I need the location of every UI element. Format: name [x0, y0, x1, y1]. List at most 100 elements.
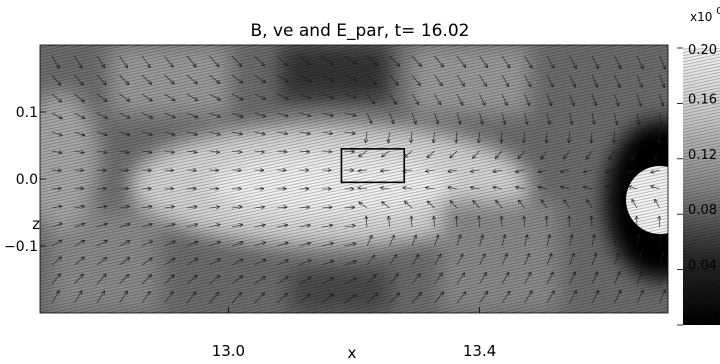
velocity-arrow: [659, 93, 665, 107]
velocity-arrow: [544, 215, 549, 228]
velocity-arrow: [141, 204, 153, 209]
velocity-arrow: [636, 112, 641, 125]
velocity-arrow: [411, 273, 421, 285]
velocity-arrow: [299, 74, 312, 83]
velocity-arrow: [344, 223, 356, 228]
velocity-arrow: [74, 150, 85, 155]
velocity-arrow: [141, 257, 153, 266]
velocity-arrow: [456, 55, 467, 68]
velocity-arrow: [456, 234, 462, 247]
velocity-arrow: [569, 234, 574, 247]
velocity-arrow: [659, 234, 664, 247]
velocity-arrow: [321, 293, 334, 304]
velocity-arrow: [636, 252, 642, 266]
colorbar-tick-label: 0.00: [688, 312, 717, 327]
velocity-arrow: [321, 131, 334, 136]
velocity-arrow: [96, 112, 108, 119]
velocity-arrow: [51, 74, 62, 86]
velocity-arrow: [501, 93, 508, 106]
velocity-arrow: [186, 74, 198, 85]
velocity-arrow: [276, 259, 289, 266]
velocity-arrow: [479, 93, 486, 106]
velocity-arrow: [569, 252, 575, 266]
velocity-arrow: [119, 290, 128, 304]
velocity-arrow: [321, 112, 334, 118]
velocity-arrow: [321, 93, 335, 100]
velocity-arrow: [608, 150, 615, 160]
velocity-arrow: [614, 289, 622, 304]
velocity-arrow: [411, 74, 421, 86]
velocity-arrow: [74, 55, 83, 69]
velocity-arrow: [389, 74, 399, 86]
velocity-arrow: [364, 131, 369, 144]
velocity-arrow: [434, 74, 443, 87]
velocity-arrow: [521, 131, 526, 144]
velocity-arrow: [74, 273, 84, 285]
velocity-arrow: [74, 222, 86, 228]
velocity-arrow: [344, 149, 355, 154]
velocity-arrow: [470, 169, 480, 174]
velocity-arrow: [379, 186, 390, 191]
velocity-arrow: [434, 112, 440, 125]
velocity-arrow: [51, 168, 62, 173]
velocity-arrow: [186, 223, 198, 228]
velocity-arrow: [524, 93, 531, 106]
velocity-arrow: [299, 149, 310, 154]
velocity-arrow: [119, 257, 131, 266]
velocity-arrow: [209, 131, 221, 136]
velocity-arrow: [499, 131, 504, 144]
velocity-arrow: [614, 234, 619, 247]
velocity-arrow: [449, 200, 458, 209]
velocity-arrow: [659, 74, 666, 88]
velocity-arrow: [164, 274, 175, 285]
velocity-arrow: [344, 205, 355, 210]
velocity-arrow: [591, 289, 600, 304]
velocity-arrow: [231, 74, 244, 84]
velocity-arrow: [659, 289, 666, 304]
velocity-arrow: [276, 93, 289, 100]
velocity-arrow: [524, 290, 533, 304]
velocity-arrow: [636, 74, 643, 88]
velocity-arrow: [434, 93, 442, 106]
velocity-arrow: [546, 252, 553, 266]
velocity-arrow: [389, 55, 401, 67]
velocity-arrow: [569, 112, 574, 125]
velocity-arrow: [522, 215, 527, 228]
velocity-arrow: [634, 131, 639, 144]
velocity-arrow: [389, 292, 401, 304]
velocity-arrow: [254, 241, 267, 247]
velocity-arrow: [591, 234, 596, 247]
velocity-arrow: [254, 168, 265, 173]
velocity-arrow: [344, 186, 355, 191]
velocity-arrow: [517, 199, 525, 209]
velocity-arrow: [96, 204, 108, 209]
velocity-arrow: [164, 240, 176, 247]
velocity-arrow: [186, 274, 198, 285]
velocity-arrow: [164, 186, 175, 191]
velocity-arrow: [479, 112, 484, 125]
velocity-arrow: [119, 204, 130, 209]
velocity-arrow: [366, 234, 373, 247]
velocity-arrow: [569, 74, 576, 88]
velocity-arrow: [231, 241, 244, 247]
velocity-arrow: [411, 253, 420, 266]
velocity-arrow: [582, 185, 593, 190]
velocity-arrow: [74, 93, 85, 103]
velocity-arrow: [659, 271, 666, 285]
velocity-arrow: [591, 252, 598, 266]
velocity-arrow: [501, 271, 510, 285]
velocity-arrow: [563, 150, 570, 160]
velocity-arrow: [231, 275, 244, 285]
velocity-arrow: [492, 169, 503, 174]
velocity-arrow: [231, 205, 243, 210]
velocity-arrow: [231, 55, 243, 67]
plot-area: [39, 44, 669, 314]
velocity-arrow: [321, 223, 334, 228]
velocity-arrow: [164, 222, 176, 228]
colorbar-exponent: x10 0: [690, 6, 720, 24]
velocity-arrow: [186, 291, 197, 304]
velocity-arrow: [479, 55, 489, 69]
velocity-arrow: [96, 168, 107, 173]
velocity-arrow: [389, 112, 395, 125]
velocity-arrow: [51, 204, 63, 209]
